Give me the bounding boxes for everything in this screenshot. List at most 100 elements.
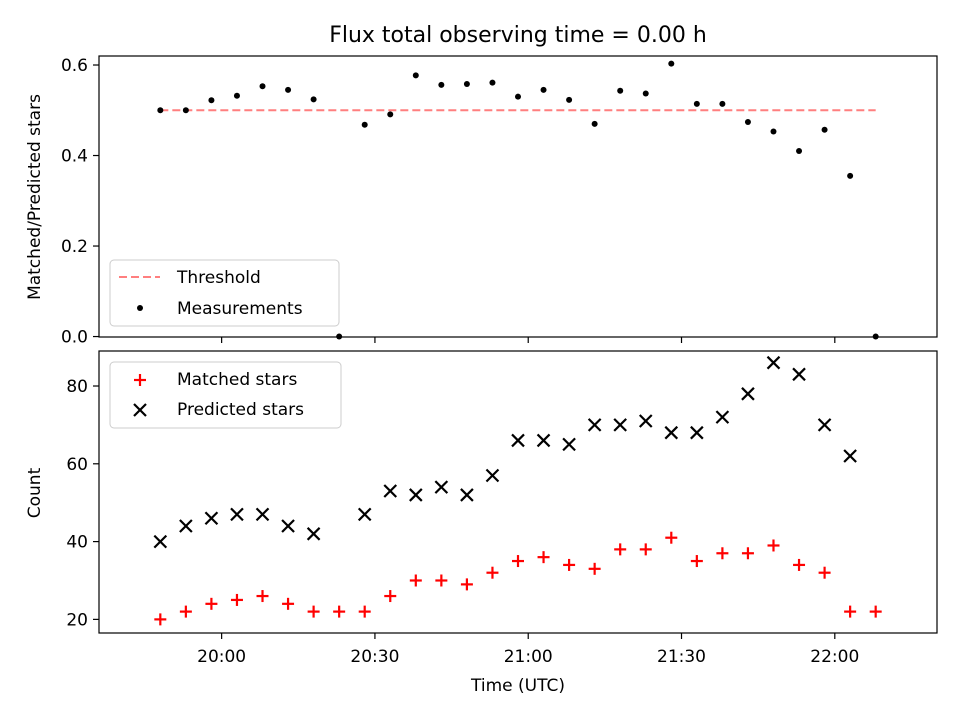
matched-star-point [639,543,652,556]
matched-star-point [665,531,678,544]
predicted-x-b [587,418,602,432]
top-axes-frame [98,55,938,338]
predicted-x-b [741,387,755,401]
matched-star-point [537,551,550,564]
matched-star-point [486,566,499,579]
measurement-point [591,120,598,127]
matched-star-point [793,558,806,571]
predicted-x-b [179,519,193,533]
predicted-x-b [817,418,832,432]
matched-star-point [690,555,703,568]
predicted-x-b [792,367,806,382]
measurement-point [208,97,215,104]
matched-star-point [179,605,192,618]
predicted-legend-swatch [133,403,147,417]
predicted-star-point [511,433,525,448]
matched-star-point [563,558,576,571]
predicted-star-point [434,480,449,494]
matched-star-point [844,605,857,618]
matched-star-point [307,605,320,618]
predicted-x-b [715,410,730,424]
top-legend: Threshold Measurements [109,259,340,327]
matched-star-point [435,574,448,587]
predicted-star-point [715,410,730,424]
matched-star-point [512,555,524,568]
matched-star-point [256,590,269,603]
predicted-star-point [843,449,857,463]
predicted-star-point [255,507,270,522]
measurement-point [515,93,521,100]
matched-star-point [282,597,295,610]
predicted-star-point [357,507,372,522]
measurement-point [361,121,368,128]
predicted-x-b [536,433,551,448]
matched-star-point [384,590,397,603]
predicted-star-point [690,425,704,440]
predicted-x-b [357,507,372,522]
predicted-x-b [460,488,474,502]
x-axis-label: Time (UTC) [470,676,565,696]
top-y-ticks: 0.0 0.2 0.4 0.6 [61,56,99,348]
measurement-point [310,96,317,103]
top-y-tick-label: 0.0 [61,328,88,348]
predicted-star-point [817,418,832,432]
measurement-point [821,126,828,133]
bottom-x-tick-label: 21:00 [504,647,553,667]
predicted-star-point [281,519,295,533]
predicted-star-point [638,414,653,428]
bottom-panel: 20 40 60 80 20:00 20:30 21:00 21:30 22:00 Count… [25,350,938,696]
measurement-point [668,60,675,67]
matched-star-point [818,566,831,579]
top-y-tick-label: 0.6 [61,56,88,76]
top-panel: 0.0 0.2 0.4 0.6 Matched/Predicted stars Thr… [25,55,938,348]
matched-legend-swatch [134,374,146,386]
predicted-x-b [485,468,500,483]
threshold-legend-label: Threshold [176,268,261,288]
predicted-x-b [281,519,295,533]
predicted-x-b [664,425,679,440]
predicted-star-point [460,488,474,502]
matched-star-point [230,593,243,606]
measurement-point [489,79,496,86]
matched-star-point [767,539,780,552]
bottom-legend: Matched stars Predicted stars [109,361,342,429]
predicted-star-point [230,507,244,522]
measurement-point [642,90,649,97]
measurement-point [796,147,803,154]
measurement-point [259,83,266,90]
measurement-point [617,87,624,94]
predicted-star-point [485,468,500,483]
bottom-y-axis-label: Count [25,467,45,518]
predicted-star-point [383,484,398,498]
predicted-star-point [536,433,551,448]
predicted-star-point [409,488,423,502]
bottom-y-tick-label: 20 [66,610,88,630]
predicted-star-point [766,355,781,370]
predicted-x-b [204,511,219,526]
predicted-x-b [690,425,704,440]
top-legend-box [109,259,340,327]
predicted-x-b [511,433,525,448]
predicted-x-b [434,480,449,494]
matched-legend-label: Matched stars [177,370,297,390]
predicted-star-point [204,511,219,526]
top-y-tick-label: 0.2 [61,237,88,257]
predicted-star-point [741,387,755,401]
matched-star-point [869,605,882,618]
measurements-legend-label: Measurements [177,299,303,319]
bottom-y-tick-label: 60 [66,455,88,475]
top-y-axis-label: Matched/Predicted stars [25,94,45,300]
predicted-star-point [613,418,627,432]
measurement-point [387,111,394,118]
predicted-x-b [383,484,398,498]
predicted-star-point [562,437,576,452]
predicted-star-point [664,425,679,440]
predicted-x-b [409,488,423,502]
bottom-x-tick-label: 20:30 [350,647,399,667]
predicted-x-b [255,507,270,522]
predicted-x-b [153,534,168,549]
measurement-point [540,86,547,93]
bottom-x-ticks: 20:00 20:30 21:00 21:30 22:00 [197,633,859,667]
